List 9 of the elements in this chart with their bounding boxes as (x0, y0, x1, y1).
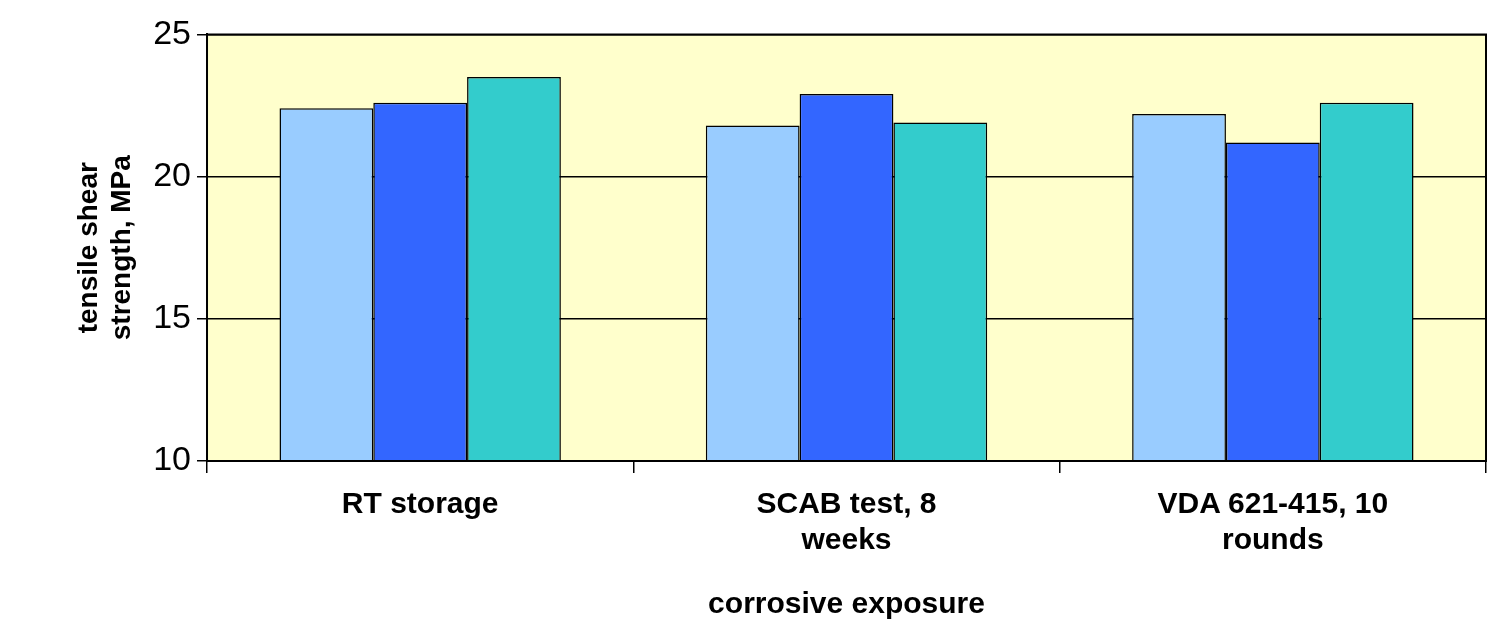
y-tick-label: 15 (153, 297, 192, 336)
x-tick-label: RT storage (341, 486, 499, 520)
x-tick-label: VDA 621-415, 10 rounds (1157, 486, 1389, 556)
y-axis-title: tensile shear strength, MPa (71, 154, 137, 341)
y-tick-label: 10 (153, 439, 192, 478)
x-tick-label: SCAB test, 8 weeks (756, 486, 937, 556)
y-tick-label: 25 (153, 12, 192, 51)
y-tick-label: 20 (153, 154, 192, 193)
x-axis-title: corrosive exposure (708, 586, 985, 620)
